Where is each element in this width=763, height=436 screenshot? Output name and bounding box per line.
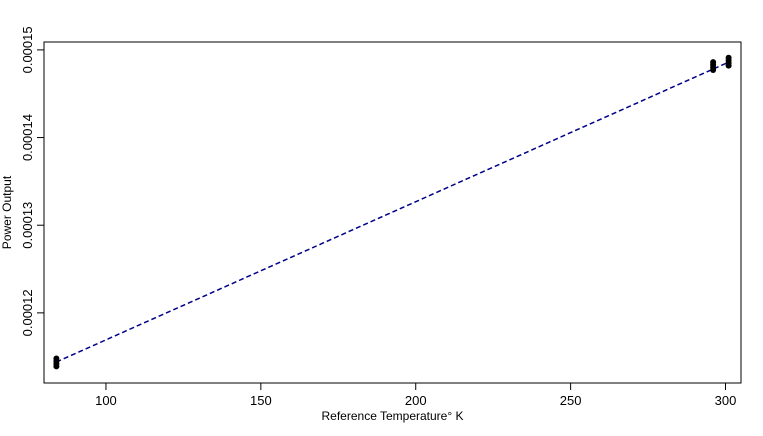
plot-frame (43, 41, 742, 384)
data-point (725, 54, 732, 61)
y-tick-label: 0.00014 (20, 114, 35, 161)
data-point (710, 59, 717, 66)
y-tick-label: 0.00013 (20, 202, 35, 249)
x-tick-label: 250 (560, 393, 582, 408)
chart-marks (53, 54, 732, 370)
x-tick-label: 200 (405, 393, 427, 408)
y-axis-label: Power Output (0, 175, 14, 249)
x-tick-label: 150 (250, 393, 272, 408)
y-tick-label: 0.00012 (20, 289, 35, 336)
axis-ticks: 100 150 200 250 300 0.00012 0.00013 0.00014 0.00… (20, 26, 736, 408)
fit-line (56, 61, 729, 363)
data-point (53, 355, 60, 362)
x-tick-label: 100 (95, 393, 117, 408)
x-tick-label: 300 (715, 393, 737, 408)
x-axis-label: Reference Temperature° K (322, 409, 464, 423)
y-tick-label: 0.00015 (20, 26, 35, 73)
